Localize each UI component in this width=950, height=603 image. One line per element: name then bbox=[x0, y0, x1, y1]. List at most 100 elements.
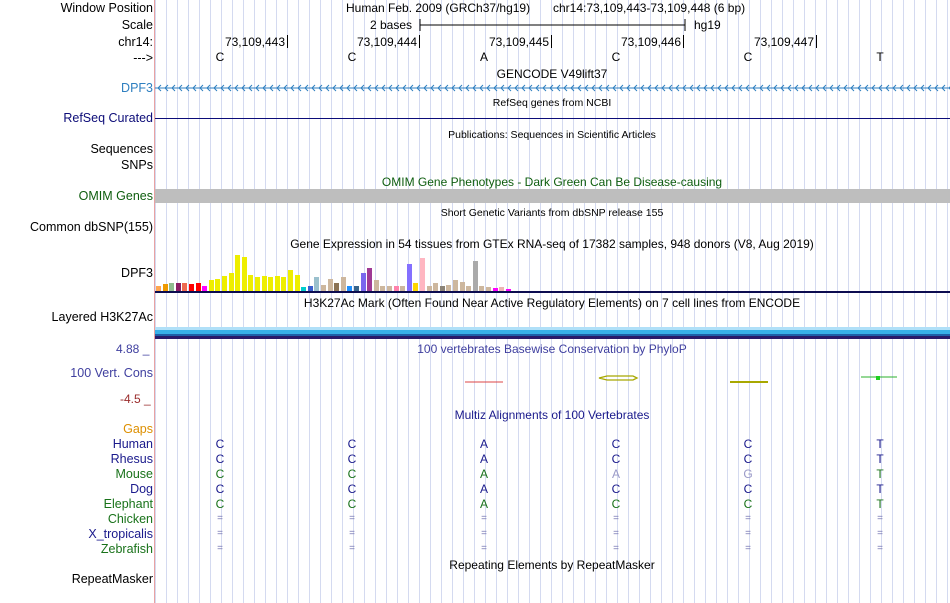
gtex-tissue-bar[interactable] bbox=[393, 286, 399, 291]
gtex-tissue-bar[interactable] bbox=[347, 286, 353, 291]
grid-line bbox=[617, 0, 618, 603]
gtex-tissue-bar[interactable] bbox=[255, 277, 260, 291]
gtex-tissue-bar[interactable] bbox=[466, 286, 472, 291]
gtex-tissue-bar[interactable] bbox=[268, 277, 274, 291]
omim-label[interactable]: OMIM Genes bbox=[78, 189, 153, 203]
gtex-tissue-bar[interactable] bbox=[367, 268, 373, 291]
gtex-label[interactable]: DPF3 bbox=[121, 266, 153, 280]
gtex-tissue-bar[interactable] bbox=[208, 280, 214, 291]
gtex-tissue-bar[interactable] bbox=[354, 286, 359, 291]
multiz-title[interactable]: Multiz Alignments of 100 Vertebrates bbox=[454, 408, 650, 422]
gtex-tissue-bar[interactable] bbox=[472, 261, 478, 291]
gaps-label[interactable]: Gaps bbox=[123, 422, 153, 436]
h3k27ac-title[interactable]: H3K27Ac Mark (Often Found Near Active Re… bbox=[303, 296, 801, 310]
gtex-tissue-bar[interactable] bbox=[202, 286, 208, 291]
gtex-tissue-bar[interactable] bbox=[426, 286, 432, 291]
phylop-title[interactable]: 100 vertebrates Basewise Conservation by… bbox=[417, 342, 687, 356]
gtex-tissue-bar[interactable] bbox=[222, 276, 227, 291]
gtex-tissue-bar[interactable] bbox=[156, 286, 161, 291]
gtex-tissue-bar[interactable] bbox=[420, 258, 425, 291]
strand-chevron bbox=[738, 84, 743, 92]
gtex-tissue-bar[interactable] bbox=[505, 289, 511, 291]
gtex-tissue-bar[interactable] bbox=[189, 284, 194, 291]
dbsnp-label[interactable]: Common dbSNP(155) bbox=[30, 220, 153, 234]
gtex-tissue-bar[interactable] bbox=[413, 283, 419, 291]
gtex-tissue-bar[interactable] bbox=[241, 257, 247, 291]
phylop-signal[interactable] bbox=[155, 370, 950, 390]
h3k27ac-label[interactable]: Layered H3K27Ac bbox=[51, 310, 153, 324]
phylop-label[interactable]: 100 Vert. Cons bbox=[70, 366, 153, 380]
gencode-gene-model[interactable] bbox=[155, 81, 950, 95]
scale-bar bbox=[419, 19, 686, 31]
reference-base: C bbox=[743, 50, 753, 64]
gtex-tissue-bar[interactable] bbox=[380, 286, 386, 291]
omim-title[interactable]: OMIM Gene Phenotypes - Dark Green Can Be… bbox=[381, 175, 723, 189]
gtex-tissue-bar[interactable] bbox=[228, 273, 234, 291]
species-label[interactable]: Zebrafish bbox=[100, 542, 153, 556]
gtex-tissue-bar[interactable] bbox=[479, 286, 485, 291]
gtex-title[interactable]: Gene Expression in 54 tissues from GTEx … bbox=[290, 237, 814, 251]
gtex-tissue-bar[interactable] bbox=[301, 287, 307, 291]
gtex-tissue-bar[interactable] bbox=[235, 255, 241, 291]
snps-label[interactable]: SNPs bbox=[121, 158, 153, 172]
gtex-tissue-bar[interactable] bbox=[307, 286, 313, 291]
repeatmasker-label[interactable]: RepeatMasker bbox=[71, 572, 153, 586]
gencode-title[interactable]: GENCODE V49lift37 bbox=[496, 67, 608, 81]
omim-feature-bar[interactable] bbox=[155, 189, 950, 203]
refseq-gene-line[interactable] bbox=[155, 118, 950, 119]
coordinate-tick bbox=[551, 35, 552, 48]
aligned-base: C bbox=[215, 437, 225, 451]
gtex-tissue-bar[interactable] bbox=[340, 277, 346, 291]
gtex-tissue-bar[interactable] bbox=[215, 279, 221, 291]
gtex-tissue-bar[interactable] bbox=[360, 273, 366, 291]
species-label[interactable]: Dog bbox=[130, 482, 153, 496]
gtex-tissue-bar[interactable] bbox=[288, 270, 293, 291]
gtex-tissue-bar[interactable] bbox=[281, 277, 287, 291]
species-label[interactable]: Rhesus bbox=[110, 452, 153, 466]
gtex-tissue-bar[interactable] bbox=[439, 286, 445, 291]
strand-chevron bbox=[633, 84, 638, 92]
gtex-tissue-bar[interactable] bbox=[453, 280, 458, 291]
gtex-tissue-bar[interactable] bbox=[248, 275, 254, 291]
species-label[interactable]: X_tropicalis bbox=[88, 527, 153, 541]
gtex-tissue-bar[interactable] bbox=[486, 287, 491, 291]
gtex-bar-chart[interactable] bbox=[155, 251, 950, 291]
publications-title[interactable]: Publications: Sequences in Scientific Ar… bbox=[448, 129, 656, 141]
gtex-tissue-bar[interactable] bbox=[406, 264, 412, 291]
gtex-tissue-bar[interactable] bbox=[162, 284, 168, 291]
species-label[interactable]: Human bbox=[112, 437, 153, 451]
gtex-tissue-bar[interactable] bbox=[314, 277, 320, 291]
sequences-label[interactable]: Sequences bbox=[90, 142, 153, 156]
aligned-base: C bbox=[743, 482, 753, 496]
refseq-title[interactable]: RefSeq genes from NCBI bbox=[492, 97, 612, 109]
gtex-tissue-bar[interactable] bbox=[400, 286, 406, 291]
gtex-tissue-bar[interactable] bbox=[274, 276, 280, 291]
gtex-tissue-bar[interactable] bbox=[261, 276, 267, 291]
gtex-tissue-bar[interactable] bbox=[321, 285, 326, 291]
repeatmasker-title[interactable]: Repeating Elements by RepeatMasker bbox=[449, 558, 655, 572]
species-label[interactable]: Mouse bbox=[115, 467, 153, 481]
strand-chevron bbox=[311, 84, 316, 92]
dbsnp-title[interactable]: Short Genetic Variants from dbSNP releas… bbox=[440, 207, 664, 219]
gencode-label[interactable]: DPF3 bbox=[121, 81, 153, 95]
gtex-tissue-bar[interactable] bbox=[182, 283, 188, 291]
gtex-tissue-bar[interactable] bbox=[459, 282, 465, 291]
gtex-tissue-bar[interactable] bbox=[433, 283, 439, 291]
grid-line bbox=[419, 0, 420, 603]
species-label[interactable]: Elephant bbox=[103, 497, 153, 511]
gtex-tissue-bar[interactable] bbox=[499, 287, 505, 291]
gtex-tissue-bar[interactable] bbox=[334, 283, 340, 291]
gtex-tissue-bar[interactable] bbox=[446, 285, 452, 291]
h3k27ac-signal[interactable] bbox=[155, 327, 950, 340]
gtex-tissue-bar[interactable] bbox=[294, 275, 300, 291]
gtex-tissue-bar[interactable] bbox=[169, 283, 175, 291]
gtex-tissue-bar[interactable] bbox=[373, 280, 379, 291]
aligned-base: C bbox=[743, 437, 753, 451]
gtex-tissue-bar[interactable] bbox=[327, 279, 333, 291]
refseq-label[interactable]: RefSeq Curated bbox=[63, 111, 153, 125]
gtex-tissue-bar[interactable] bbox=[492, 288, 498, 291]
species-label[interactable]: Chicken bbox=[107, 512, 153, 526]
gtex-tissue-bar[interactable] bbox=[195, 283, 201, 291]
gtex-tissue-bar[interactable] bbox=[175, 283, 181, 291]
gtex-tissue-bar[interactable] bbox=[387, 286, 392, 291]
